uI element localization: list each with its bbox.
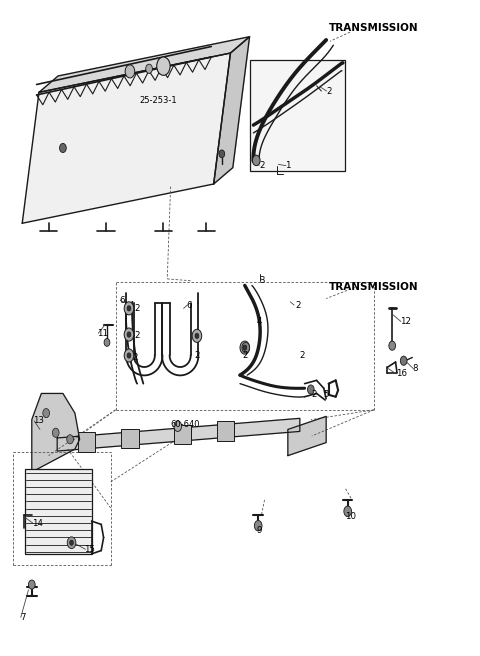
- Polygon shape: [39, 37, 250, 92]
- Circle shape: [157, 57, 170, 75]
- Circle shape: [67, 435, 73, 444]
- Text: 14: 14: [32, 519, 43, 527]
- Circle shape: [254, 520, 262, 531]
- Circle shape: [174, 421, 181, 432]
- Text: 6: 6: [186, 300, 192, 310]
- Circle shape: [243, 345, 247, 350]
- Circle shape: [125, 65, 135, 78]
- Text: 5: 5: [324, 390, 329, 400]
- Text: 13: 13: [33, 417, 44, 426]
- Circle shape: [52, 428, 59, 438]
- Text: 1: 1: [286, 161, 291, 170]
- Circle shape: [308, 385, 314, 394]
- Circle shape: [70, 540, 73, 545]
- Text: 4: 4: [257, 317, 262, 326]
- Circle shape: [192, 329, 202, 342]
- Text: 60-640: 60-640: [170, 420, 200, 429]
- Text: 16: 16: [396, 369, 407, 379]
- Circle shape: [344, 506, 351, 516]
- Polygon shape: [22, 53, 230, 223]
- Text: 8: 8: [412, 364, 418, 373]
- Text: 10: 10: [345, 512, 356, 521]
- Text: 2: 2: [259, 161, 264, 170]
- Polygon shape: [57, 419, 300, 451]
- Text: 11: 11: [97, 329, 108, 338]
- Circle shape: [127, 332, 131, 337]
- Circle shape: [195, 333, 199, 338]
- Text: 25-253-1: 25-253-1: [140, 96, 177, 105]
- Text: 6: 6: [120, 296, 125, 305]
- Text: 2: 2: [295, 300, 300, 310]
- Text: 2: 2: [326, 87, 332, 96]
- Text: 2: 2: [132, 353, 138, 362]
- Text: 2: 2: [300, 351, 305, 360]
- Circle shape: [389, 341, 396, 350]
- Text: 2: 2: [312, 390, 317, 400]
- Circle shape: [67, 537, 76, 548]
- Polygon shape: [288, 417, 326, 456]
- Text: 9: 9: [257, 526, 262, 535]
- Bar: [24, 469, 92, 554]
- Bar: [250, 60, 345, 171]
- Text: 12: 12: [400, 317, 411, 326]
- Circle shape: [219, 150, 225, 158]
- Text: TRANSMISSION: TRANSMISSION: [328, 23, 418, 33]
- Circle shape: [252, 155, 260, 166]
- Circle shape: [146, 64, 153, 73]
- Polygon shape: [32, 394, 80, 472]
- Circle shape: [127, 306, 131, 311]
- Text: TRANSMISSION: TRANSMISSION: [328, 283, 418, 293]
- Circle shape: [124, 328, 134, 341]
- Circle shape: [242, 342, 250, 353]
- Bar: [121, 429, 139, 449]
- Bar: [78, 432, 96, 452]
- Circle shape: [124, 302, 134, 315]
- Bar: [217, 421, 234, 441]
- Text: 2: 2: [242, 351, 248, 360]
- Circle shape: [43, 409, 49, 418]
- Circle shape: [124, 349, 134, 362]
- Text: 7: 7: [20, 613, 25, 622]
- Bar: [174, 424, 191, 444]
- Circle shape: [240, 341, 250, 354]
- Text: 2: 2: [135, 331, 140, 340]
- Circle shape: [400, 356, 407, 365]
- Text: 2: 2: [194, 351, 200, 360]
- Text: 15: 15: [84, 544, 96, 554]
- Polygon shape: [214, 37, 250, 184]
- Circle shape: [127, 353, 131, 358]
- Circle shape: [28, 580, 35, 589]
- Circle shape: [104, 338, 110, 346]
- Text: 3: 3: [259, 276, 264, 285]
- Circle shape: [60, 144, 66, 153]
- Text: 2: 2: [135, 304, 140, 313]
